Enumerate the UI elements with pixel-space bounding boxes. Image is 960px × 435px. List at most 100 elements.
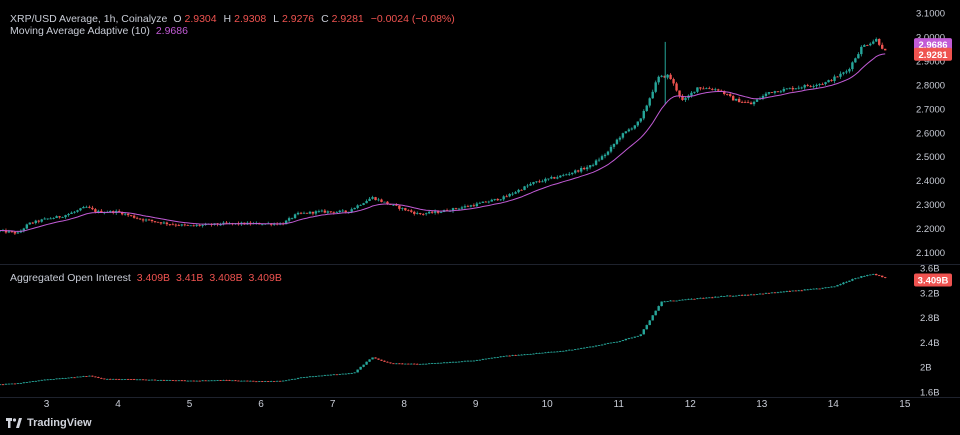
candle-body [535, 353, 538, 354]
candle-body [860, 276, 863, 278]
candle-body [466, 206, 470, 208]
candle-body [368, 198, 371, 202]
time-axis-label: 7 [330, 399, 336, 410]
tradingview-branding[interactable]: TradingView [6, 417, 92, 429]
candle-body [430, 363, 434, 364]
candle-body [126, 213, 130, 216]
candle-body [660, 75, 663, 77]
candle-body [800, 290, 803, 292]
candle-body [222, 380, 225, 381]
candle-body [171, 380, 175, 381]
candle-body [633, 125, 637, 129]
candle-body [535, 181, 538, 183]
candle-body [737, 98, 741, 103]
candle-body [830, 80, 833, 81]
candle-body [484, 201, 488, 203]
candle-body [827, 287, 830, 289]
candle-body [672, 79, 675, 84]
tradingview-logo-icon [6, 418, 22, 428]
candle-body [46, 218, 49, 220]
candle-body [195, 225, 198, 226]
candle-body [767, 92, 771, 94]
candle-body [752, 294, 756, 296]
candle-body [407, 363, 410, 365]
candle-body [326, 374, 330, 376]
oi-axis-label: 3.6B [920, 264, 940, 275]
candle-body [660, 301, 663, 307]
candle-body [848, 280, 851, 282]
candle-body [487, 358, 490, 360]
candle-body [10, 231, 14, 233]
candle-body [416, 363, 419, 365]
candle-body [585, 347, 589, 348]
candle-body [290, 378, 294, 380]
candle-body [171, 224, 175, 226]
candle-body [529, 183, 532, 186]
candle-body [162, 380, 166, 381]
oi-value-high: 3.41B [175, 272, 204, 284]
candle-body [532, 353, 535, 355]
candle-body [526, 354, 529, 355]
candle-body [517, 189, 520, 193]
candle-body [481, 201, 485, 203]
candle-body [493, 198, 496, 200]
candle-body [717, 89, 720, 91]
candle-body [243, 380, 246, 382]
candle-body [64, 378, 67, 379]
candle-body [76, 376, 79, 378]
candle-body [597, 345, 601, 346]
candle-body [612, 143, 616, 147]
candle-body [758, 293, 762, 295]
candle-body [332, 374, 336, 376]
candle-body [737, 294, 741, 296]
candle-body [520, 354, 523, 356]
price-axis-label: 2.1000 [916, 248, 945, 259]
candle-body [144, 379, 148, 381]
candle-body [702, 88, 705, 90]
time-axis-label: 3 [44, 399, 50, 410]
candle-body [880, 44, 884, 49]
candle-body [728, 295, 732, 297]
candle-body [195, 380, 198, 382]
candle-body [475, 360, 479, 361]
candle-body [505, 355, 508, 357]
candle-body [347, 373, 350, 375]
candle-body [359, 204, 362, 206]
candle-body [177, 380, 181, 382]
candle-body [138, 379, 142, 381]
candle-body [126, 379, 130, 380]
candle-body [723, 296, 726, 297]
candle-body [708, 297, 711, 299]
candle-body [323, 375, 327, 376]
candle-body [842, 282, 845, 285]
candle-body [49, 379, 52, 381]
candle-body [16, 383, 20, 385]
candle-body [58, 378, 61, 380]
candle-body [705, 88, 708, 90]
time-axis-label: 4 [115, 399, 121, 410]
candle-body [311, 376, 315, 378]
candle-body [162, 222, 166, 224]
candle-body [19, 383, 23, 384]
time-axis-label: 11 [614, 399, 625, 410]
candle-body [532, 182, 535, 184]
candle-body [728, 94, 732, 97]
candle-body [377, 199, 380, 201]
candle-body [454, 361, 458, 363]
candle-body [204, 380, 207, 382]
candle-body [55, 216, 58, 219]
candle-body [118, 379, 121, 380]
candle-body [702, 297, 705, 299]
candle-body [857, 54, 860, 59]
candle-body [746, 294, 750, 296]
candle-body [410, 210, 413, 212]
candle-body [818, 83, 821, 85]
candle-body [675, 83, 678, 91]
candle-body [320, 210, 324, 212]
candle-body [699, 87, 702, 89]
candle-body [883, 48, 887, 51]
candle-body [803, 289, 806, 291]
candle-body [338, 210, 341, 212]
candle-body [374, 357, 377, 359]
